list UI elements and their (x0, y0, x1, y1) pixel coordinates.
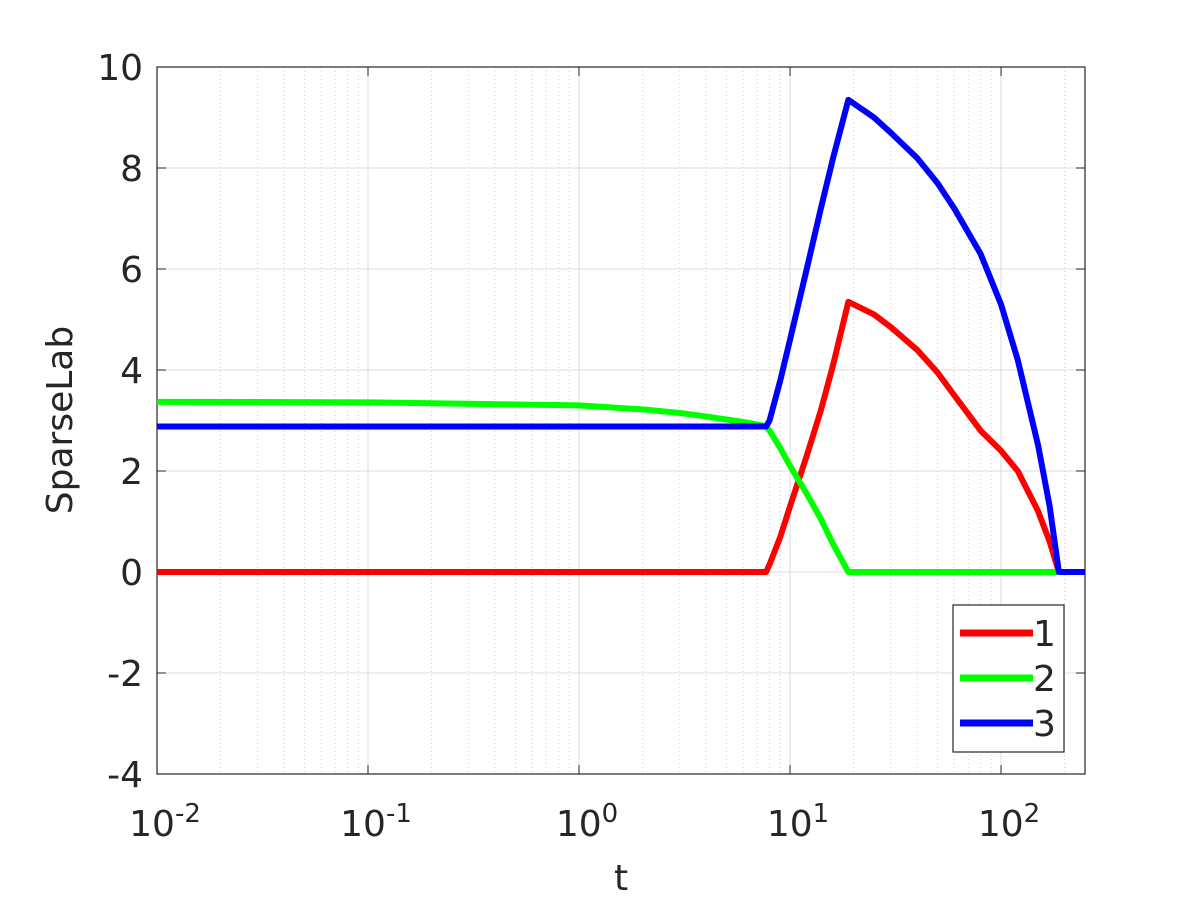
y-tick-label: 2 (120, 452, 143, 493)
series-line (157, 298, 1085, 575)
y-tick-label: -2 (107, 654, 143, 695)
x-tick-base: 10 (767, 804, 813, 845)
y-axis-label: SparseLab (40, 326, 81, 514)
x-tick-base: 10 (129, 804, 175, 845)
legend-label: 2 (1033, 659, 1056, 700)
series-line (157, 96, 1085, 575)
x-tick-exponent: -1 (386, 799, 412, 829)
y-tick-label: 10 (97, 48, 143, 89)
legend-label: 3 (1033, 704, 1056, 745)
x-tick-label: 10-1 (340, 799, 412, 845)
x-tick-base: 10 (978, 804, 1024, 845)
x-tick-label: 102 (978, 799, 1040, 845)
y-tick-label: 6 (120, 250, 143, 291)
x-tick-base: 10 (556, 804, 602, 845)
x-tick-exponent: 1 (813, 799, 830, 829)
y-tick-label: 8 (120, 149, 143, 190)
x-tick-label: 10-2 (129, 799, 201, 845)
x-tick-exponent: 0 (602, 799, 619, 829)
x-tick-exponent: -2 (175, 799, 201, 829)
y-tick-label: -4 (107, 755, 143, 796)
x-tick-exponent: 2 (1024, 799, 1041, 829)
y-tick-label: 0 (120, 553, 143, 594)
x-tick-label: 101 (767, 799, 829, 845)
plot-frame (156, 66, 1086, 775)
series-line (156, 398, 1085, 575)
x-tick-base: 10 (340, 804, 386, 845)
legend-label: 1 (1033, 614, 1056, 655)
x-axis-label: t (614, 858, 628, 899)
y-tick-label: 4 (120, 351, 143, 392)
x-tick-label: 100 (556, 799, 618, 845)
